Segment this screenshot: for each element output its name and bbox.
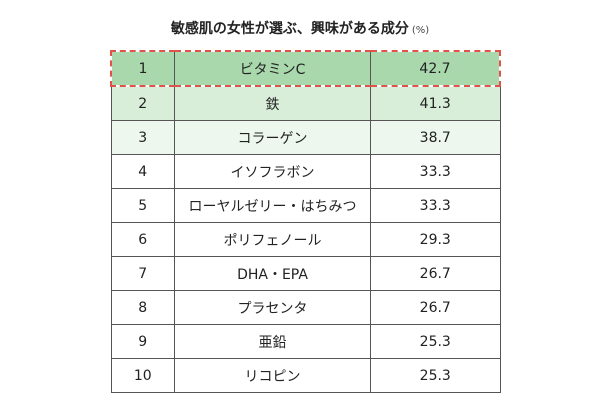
- table-row: 6 ポリフェノール 29.3: [110, 222, 501, 257]
- rank-cell: 3: [110, 120, 175, 155]
- rank-cell: 4: [110, 154, 175, 189]
- table-row: 7 DHA・EPA 26.7: [110, 256, 501, 291]
- percentage-value-cell: 26.7: [370, 256, 501, 291]
- rank-cell: 7: [110, 256, 175, 291]
- chart-title: 敏感肌の女性が選ぶ、興味がある成分 (%): [0, 18, 600, 38]
- percentage-value-cell: 25.3: [370, 358, 501, 393]
- percentage-value-cell: 33.3: [370, 188, 501, 223]
- percentage-value-cell: 25.3: [370, 324, 501, 359]
- percentage-value-cell: 29.3: [370, 222, 501, 257]
- percentage-value-cell: 33.3: [370, 154, 501, 189]
- ingredient-name-cell: ビタミンC: [174, 50, 371, 87]
- chart-title-text: 敏感肌の女性が選ぶ、興味がある成分: [170, 21, 409, 37]
- ingredient-name-cell: ポリフェノール: [174, 222, 371, 257]
- percentage-value-cell: 38.7: [370, 120, 501, 155]
- rank-cell: 1: [110, 50, 175, 87]
- table-row: 3 コラーゲン 38.7: [110, 120, 501, 155]
- rank-cell: 5: [110, 188, 175, 223]
- rank-cell: 2: [110, 85, 175, 121]
- ranking-table: 1 ビタミンC 42.7 2 鉄 41.3 3 コラーゲン 38.7 4 イソフラボン 33.3 5 ロー…: [110, 50, 501, 393]
- rank-cell: 9: [110, 324, 175, 359]
- ingredient-name-cell: リコピン: [174, 358, 371, 393]
- rank-cell: 10: [110, 358, 175, 393]
- percentage-value-cell: 26.7: [370, 290, 501, 325]
- table-row: 4 イソフラボン 33.3: [110, 154, 501, 189]
- table-row: 1 ビタミンC 42.7: [110, 50, 501, 87]
- table-row: 9 亜鉛 25.3: [110, 324, 501, 359]
- ingredient-name-cell: イソフラボン: [174, 154, 371, 189]
- percentage-value-cell: 41.3: [370, 85, 501, 121]
- chart-unit: (%): [411, 25, 430, 36]
- percentage-value-cell: 42.7: [370, 50, 501, 87]
- rank-cell: 8: [110, 290, 175, 325]
- ingredient-name-cell: コラーゲン: [174, 120, 371, 155]
- table-row: 10 リコピン 25.3: [110, 358, 501, 393]
- ingredient-name-cell: 亜鉛: [174, 324, 371, 359]
- rank-cell: 6: [110, 222, 175, 257]
- ingredient-name-cell: ローヤルゼリー・はちみつ: [174, 188, 371, 223]
- ranking-table-body: 1 ビタミンC 42.7 2 鉄 41.3 3 コラーゲン 38.7 4 イソフラボン 33.3 5 ロー…: [110, 50, 501, 393]
- ingredient-name-cell: 鉄: [174, 85, 371, 121]
- ingredient-name-cell: DHA・EPA: [174, 256, 371, 291]
- ingredient-name-cell: プラセンタ: [174, 290, 371, 325]
- table-row: 8 プラセンタ 26.7: [110, 290, 501, 325]
- table-row: 5 ローヤルゼリー・はちみつ 33.3: [110, 188, 501, 223]
- table-row: 2 鉄 41.3: [110, 85, 501, 121]
